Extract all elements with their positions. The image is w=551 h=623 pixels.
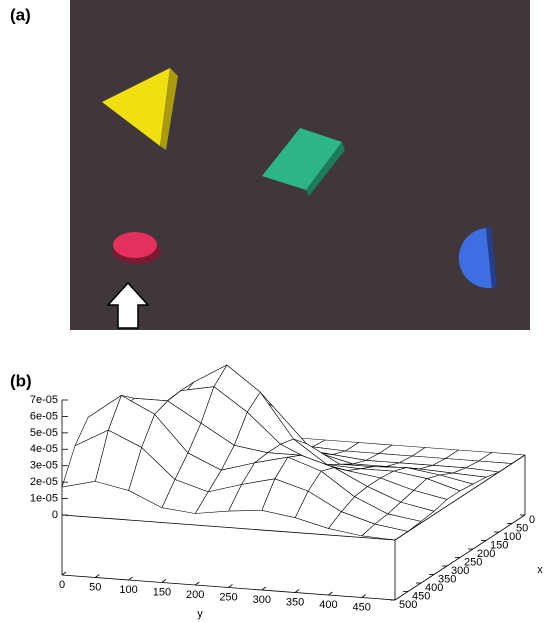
x-tick-label: 0 — [529, 514, 535, 526]
y-tick-label: 100 — [119, 584, 137, 596]
figure: (a) (b) 0 1e-05 2e-05 3e-05 4e-05 5e-05 6e-05 7… — [0, 0, 551, 623]
y-tick — [62, 572, 66, 575]
y-tick — [162, 580, 166, 583]
y-tick-label: 200 — [186, 589, 204, 601]
y-axis-label: y — [197, 608, 203, 620]
y-tick — [195, 582, 199, 585]
y-tick — [129, 577, 133, 580]
y-tick-label: 300 — [253, 594, 271, 606]
y-tick — [362, 595, 366, 598]
y-tick — [328, 592, 332, 595]
panel-label: (b) — [10, 371, 32, 390]
z-tick-label: 6e-05 — [30, 410, 58, 422]
y-tick-label: 350 — [286, 596, 304, 608]
y-tick — [95, 575, 99, 578]
y-tick — [295, 590, 299, 593]
y-tick-label: 400 — [319, 599, 337, 611]
z-tick-label: 5e-05 — [30, 427, 58, 439]
y-tick-label: 250 — [219, 591, 237, 603]
pink-disk — [113, 232, 157, 258]
z-tick-label: 3e-05 — [30, 460, 58, 472]
y-tick-label: 0 — [59, 579, 65, 591]
z-tick-label: 0 — [52, 509, 58, 521]
x-axis-label: x — [537, 564, 543, 576]
y-tick — [262, 587, 266, 590]
photo — [70, 0, 530, 330]
z-tick-label: 2e-05 — [30, 476, 58, 488]
y-tick — [229, 585, 233, 588]
z-tick-label: 7e-05 — [30, 394, 58, 406]
z-tick-label: 4e-05 — [30, 443, 58, 455]
y-tick-label: 450 — [353, 601, 371, 613]
y-tick-label: 150 — [153, 586, 171, 598]
surface-plot: 0 1e-05 2e-05 3e-05 4e-05 5e-05 6e-05 7e-05 0 50 1… — [30, 365, 543, 620]
z-tick-label: 1e-05 — [30, 492, 58, 504]
y-tick-label: 50 — [89, 581, 101, 593]
x-tick-label: 500 — [399, 599, 417, 611]
panel-label: (a) — [10, 5, 31, 24]
